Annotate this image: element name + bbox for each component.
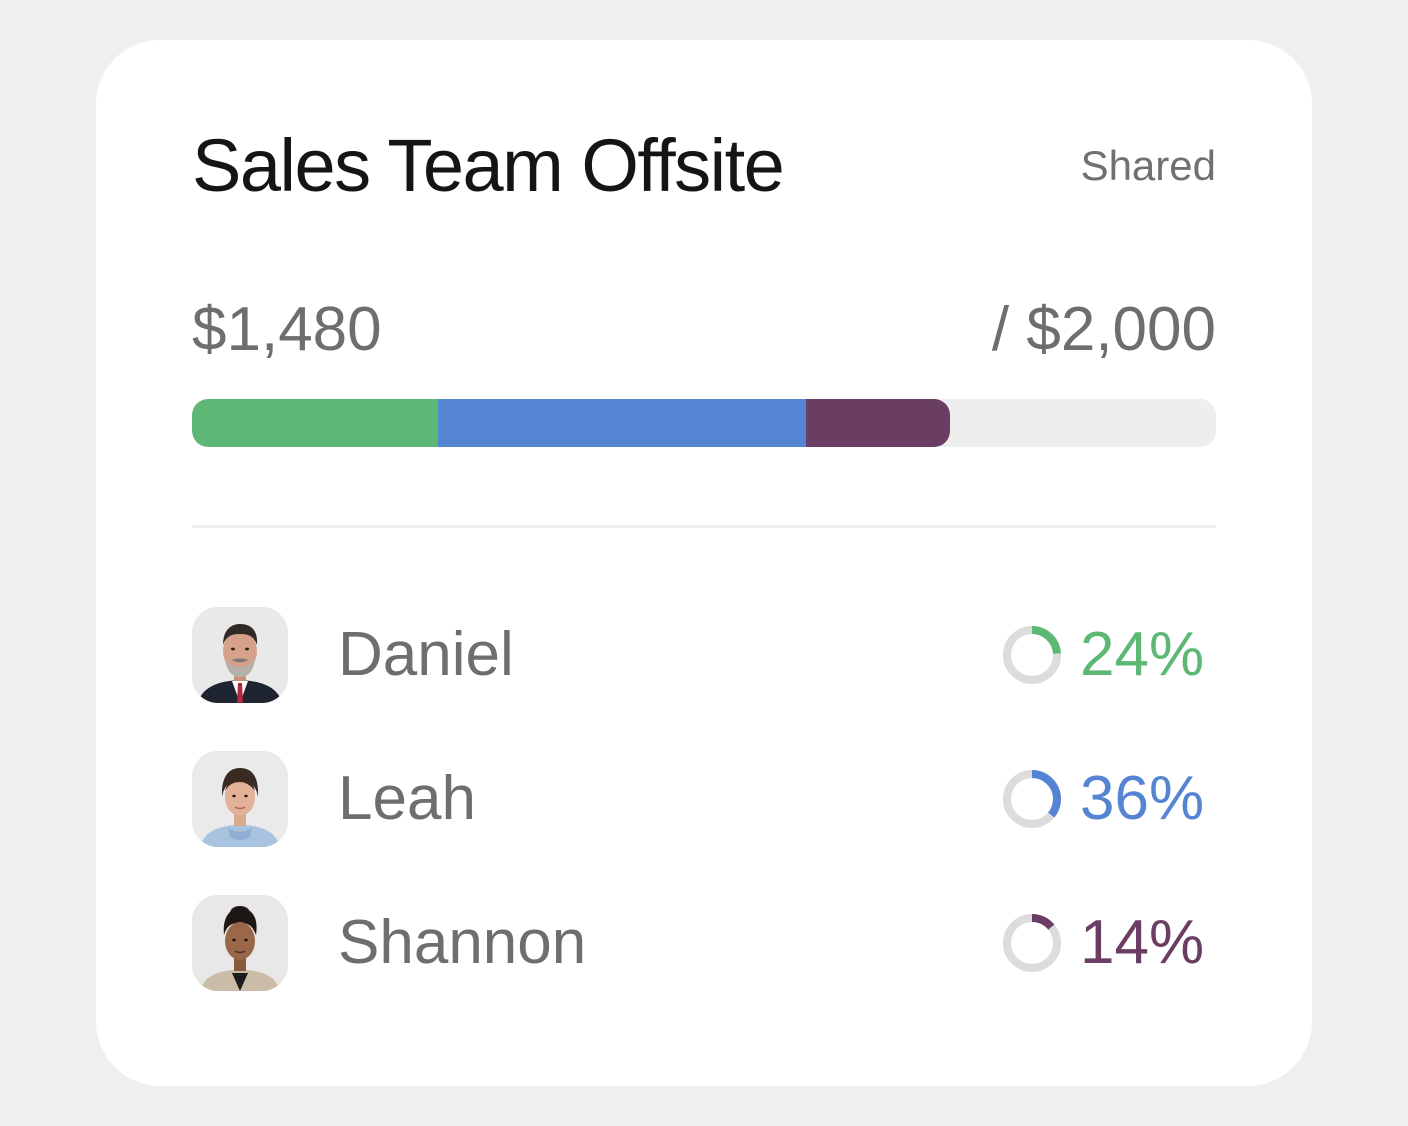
member-row-daniel[interactable]: Daniel 24%	[192, 607, 1216, 703]
member-row-shannon[interactable]: Shannon 14%	[192, 895, 1216, 991]
total-budget: / $2,000	[991, 295, 1216, 364]
share-ring-icon	[1003, 914, 1061, 972]
divider	[192, 525, 1216, 528]
avatar	[192, 751, 288, 847]
avatar	[192, 895, 288, 991]
budget-card: Sales Team Offsite Shared $1,480 / $2,00…	[96, 40, 1312, 1086]
avatar	[192, 607, 288, 703]
progress-segment-leah	[437, 399, 807, 447]
share-ring-icon	[1003, 626, 1061, 684]
member-name: Leah	[338, 764, 476, 833]
member-share-percent: 24%	[1080, 620, 1205, 689]
ring-progress	[1003, 626, 1061, 684]
card-title: Sales Team Offsite	[192, 124, 785, 207]
spent-amount: $1,480	[192, 295, 382, 364]
member-share-percent: 14%	[1080, 908, 1205, 977]
ring-progress	[1003, 770, 1061, 828]
member-name: Shannon	[338, 908, 587, 977]
visibility-label: Shared	[1080, 142, 1216, 189]
share-ring-icon	[1003, 770, 1061, 828]
progress-segment-daniel	[192, 399, 438, 447]
member-share-percent: 36%	[1080, 764, 1205, 833]
member-row-leah[interactable]: Leah 36%	[192, 751, 1216, 847]
budget-progress-bar	[192, 399, 1216, 447]
budget-progress-fill	[192, 399, 950, 447]
progress-segment-shannon	[806, 399, 950, 447]
member-name: Daniel	[338, 620, 514, 689]
ring-progress	[1003, 914, 1061, 972]
